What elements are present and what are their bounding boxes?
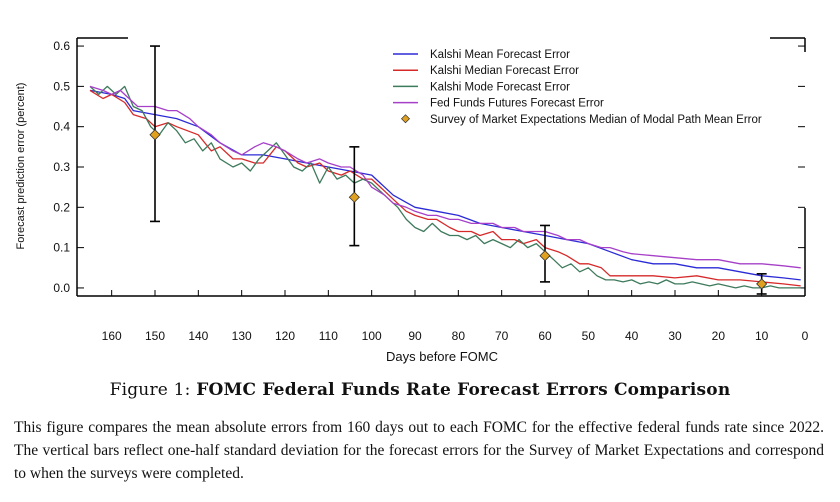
y-tick-label: 0.3 bbox=[53, 160, 70, 174]
x-tick-label: 20 bbox=[712, 329, 726, 343]
series-layer bbox=[89, 85, 801, 289]
x-tick-label: 130 bbox=[232, 329, 252, 343]
x-tick-label: 80 bbox=[452, 329, 466, 343]
caption-prefix: Figure 1: bbox=[109, 380, 191, 400]
chart-legend: Kalshi Mean Forecast Error Kalshi Median … bbox=[393, 49, 762, 126]
legend-label-3: Kalshi Mode Forecast Error bbox=[430, 81, 570, 93]
y-tick-label: 0.2 bbox=[53, 200, 70, 214]
series-line-1 bbox=[89, 89, 801, 281]
y-tick-label: 0.1 bbox=[53, 241, 70, 255]
x-tick-label: 10 bbox=[755, 329, 769, 343]
legend-label-2: Kalshi Median Forecast Error bbox=[430, 65, 579, 77]
figure-caption: Figure 1: FOMC Federal Funds Rate Foreca… bbox=[0, 380, 840, 400]
survey-point-3 bbox=[539, 250, 551, 262]
y-tick-label: 0.4 bbox=[53, 120, 70, 134]
legend-label-4: Fed Funds Futures Forecast Error bbox=[430, 98, 604, 110]
figure-description: This figure compares the mean absolute e… bbox=[14, 419, 824, 482]
y-tick-label: 0.5 bbox=[53, 79, 70, 93]
x-tick-label: 150 bbox=[145, 329, 165, 343]
x-tick-label: 160 bbox=[102, 329, 122, 343]
series-line-4 bbox=[89, 85, 801, 269]
caption-title: FOMC Federal Funds Rate Forecast Errors … bbox=[196, 380, 731, 400]
x-tick-label: 40 bbox=[625, 329, 639, 343]
y-tick-label: 0.6 bbox=[53, 39, 70, 53]
legend-swatch-survey bbox=[401, 114, 410, 124]
survey-layer bbox=[149, 45, 768, 295]
x-tick-label: 30 bbox=[668, 329, 682, 343]
x-tick-label: 0 bbox=[802, 329, 809, 343]
forecast-error-chart: 0.0 0.1 0.2 0.3 0.4 0.5 0.6 160 150 140 130 120 110 1… bbox=[15, 37, 809, 364]
survey-point-2 bbox=[348, 191, 360, 203]
x-tick-label: 60 bbox=[538, 329, 552, 343]
x-tick-label: 70 bbox=[495, 329, 509, 343]
x-tick-label: 110 bbox=[319, 329, 338, 343]
legend-label-1: Kalshi Mean Forecast Error bbox=[430, 49, 570, 61]
survey-point-4 bbox=[756, 278, 768, 290]
y-tick-label: 0.0 bbox=[53, 281, 70, 295]
series-line-2 bbox=[89, 89, 801, 287]
x-tick-label: 50 bbox=[582, 329, 596, 343]
x-tick-label: 140 bbox=[188, 329, 208, 343]
x-tick-label: 100 bbox=[362, 329, 382, 343]
y-axis-label: Forecast prediction error (percent) bbox=[15, 83, 27, 250]
x-axis-label: Days before FOMC bbox=[386, 349, 498, 364]
chart-axes: 0.0 0.1 0.2 0.3 0.4 0.5 0.6 160 150 140 130 120 110 1… bbox=[53, 37, 809, 343]
survey-point-1 bbox=[149, 129, 161, 141]
series-line-3 bbox=[89, 85, 801, 289]
legend-label-survey: Survey of Market Expectations Median of … bbox=[430, 114, 762, 126]
x-tick-label: 90 bbox=[408, 329, 422, 343]
x-tick-label: 120 bbox=[275, 329, 295, 343]
